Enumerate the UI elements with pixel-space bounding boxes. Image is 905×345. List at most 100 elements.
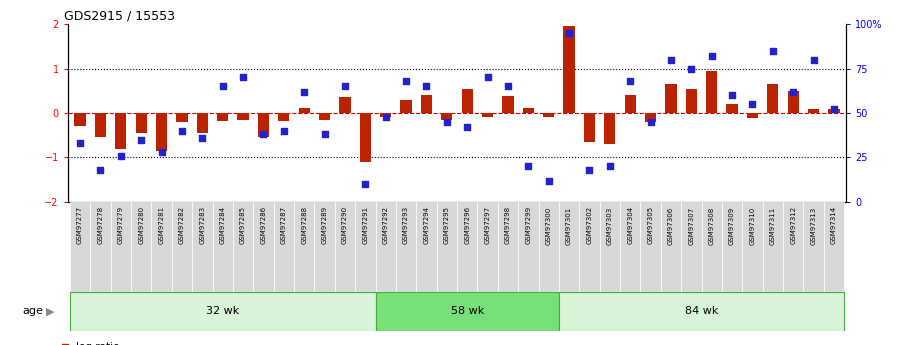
Bar <box>701 202 722 292</box>
Point <box>215 83 230 89</box>
Text: GSM97284: GSM97284 <box>220 206 225 244</box>
Text: GSM97303: GSM97303 <box>607 206 613 245</box>
Bar <box>110 202 131 292</box>
Text: GSM97307: GSM97307 <box>689 206 694 245</box>
Point <box>440 119 454 125</box>
Point <box>704 53 719 59</box>
Text: log ratio: log ratio <box>76 342 119 345</box>
Text: GSM97298: GSM97298 <box>505 206 511 245</box>
Text: GSM97301: GSM97301 <box>567 206 572 245</box>
Text: GSM97291: GSM97291 <box>362 206 368 245</box>
Text: GSM97306: GSM97306 <box>668 206 674 245</box>
Text: GSM97295: GSM97295 <box>443 206 450 244</box>
Point <box>541 178 556 183</box>
Bar <box>299 108 310 113</box>
Point <box>175 128 189 134</box>
Bar <box>763 202 783 292</box>
Bar <box>624 95 636 113</box>
Text: GSM97300: GSM97300 <box>546 206 552 245</box>
Point <box>134 137 148 142</box>
Bar <box>600 202 620 292</box>
Bar <box>543 113 554 117</box>
Text: GSM97283: GSM97283 <box>199 206 205 245</box>
Bar <box>74 113 86 126</box>
Text: GSM97297: GSM97297 <box>484 206 491 245</box>
Text: GSM97277: GSM97277 <box>77 206 83 245</box>
Bar <box>498 202 519 292</box>
Bar <box>645 113 656 122</box>
Point <box>338 83 352 89</box>
Text: 58 wk: 58 wk <box>451 306 484 316</box>
Text: ▶: ▶ <box>46 306 54 316</box>
Bar <box>559 202 579 292</box>
Text: GSM97312: GSM97312 <box>790 206 796 245</box>
Bar <box>172 202 192 292</box>
Text: GSM97282: GSM97282 <box>179 206 185 244</box>
Bar <box>416 202 436 292</box>
Point <box>73 140 88 146</box>
Point <box>114 153 129 158</box>
Point <box>277 128 291 134</box>
Bar <box>376 202 395 292</box>
Bar <box>70 292 376 331</box>
Bar <box>192 202 213 292</box>
Bar <box>824 202 844 292</box>
Point <box>786 89 800 95</box>
Bar <box>131 202 151 292</box>
Bar <box>502 96 513 113</box>
Text: GSM97285: GSM97285 <box>240 206 246 244</box>
Text: GSM97279: GSM97279 <box>118 206 124 245</box>
Bar <box>722 202 742 292</box>
Point <box>358 181 373 187</box>
Point <box>643 119 658 125</box>
Text: GDS2915 / 15553: GDS2915 / 15553 <box>64 10 175 23</box>
Point <box>582 167 596 172</box>
Bar <box>620 202 641 292</box>
Text: GSM97292: GSM97292 <box>383 206 389 244</box>
Text: GSM97309: GSM97309 <box>729 206 735 245</box>
Point <box>318 131 332 137</box>
Point <box>236 75 251 80</box>
Bar <box>665 84 677 113</box>
Bar <box>401 100 412 113</box>
Bar <box>482 113 493 117</box>
Bar <box>196 113 208 133</box>
Bar <box>783 202 804 292</box>
Bar <box>176 113 187 122</box>
Text: GSM97286: GSM97286 <box>261 206 266 245</box>
Bar <box>804 202 824 292</box>
Point <box>562 30 576 36</box>
Bar <box>457 202 478 292</box>
Bar <box>314 202 335 292</box>
Bar <box>233 202 253 292</box>
Point <box>806 57 821 62</box>
Text: GSM97310: GSM97310 <box>749 206 756 245</box>
Bar <box>681 202 701 292</box>
Point <box>766 48 780 53</box>
Point <box>603 164 617 169</box>
Point <box>826 107 841 112</box>
Point <box>93 167 108 172</box>
Text: 32 wk: 32 wk <box>206 306 239 316</box>
Bar <box>253 202 273 292</box>
Point <box>500 83 515 89</box>
Point <box>684 66 699 71</box>
Bar <box>376 292 559 331</box>
Bar <box>355 202 376 292</box>
Text: 84 wk: 84 wk <box>685 306 719 316</box>
Text: GSM97294: GSM97294 <box>424 206 430 244</box>
Bar <box>421 95 432 113</box>
Point <box>399 78 414 84</box>
Point <box>297 89 311 95</box>
Bar <box>156 113 167 151</box>
Bar <box>360 113 371 162</box>
Text: GSM97287: GSM97287 <box>281 206 287 245</box>
Text: GSM97288: GSM97288 <box>301 206 307 245</box>
Bar <box>217 113 228 121</box>
Text: GSM97302: GSM97302 <box>586 206 593 245</box>
Text: GSM97308: GSM97308 <box>709 206 715 245</box>
Text: GSM97299: GSM97299 <box>525 206 531 245</box>
Text: GSM97304: GSM97304 <box>627 206 634 245</box>
Bar <box>808 109 819 113</box>
Bar <box>380 113 391 117</box>
